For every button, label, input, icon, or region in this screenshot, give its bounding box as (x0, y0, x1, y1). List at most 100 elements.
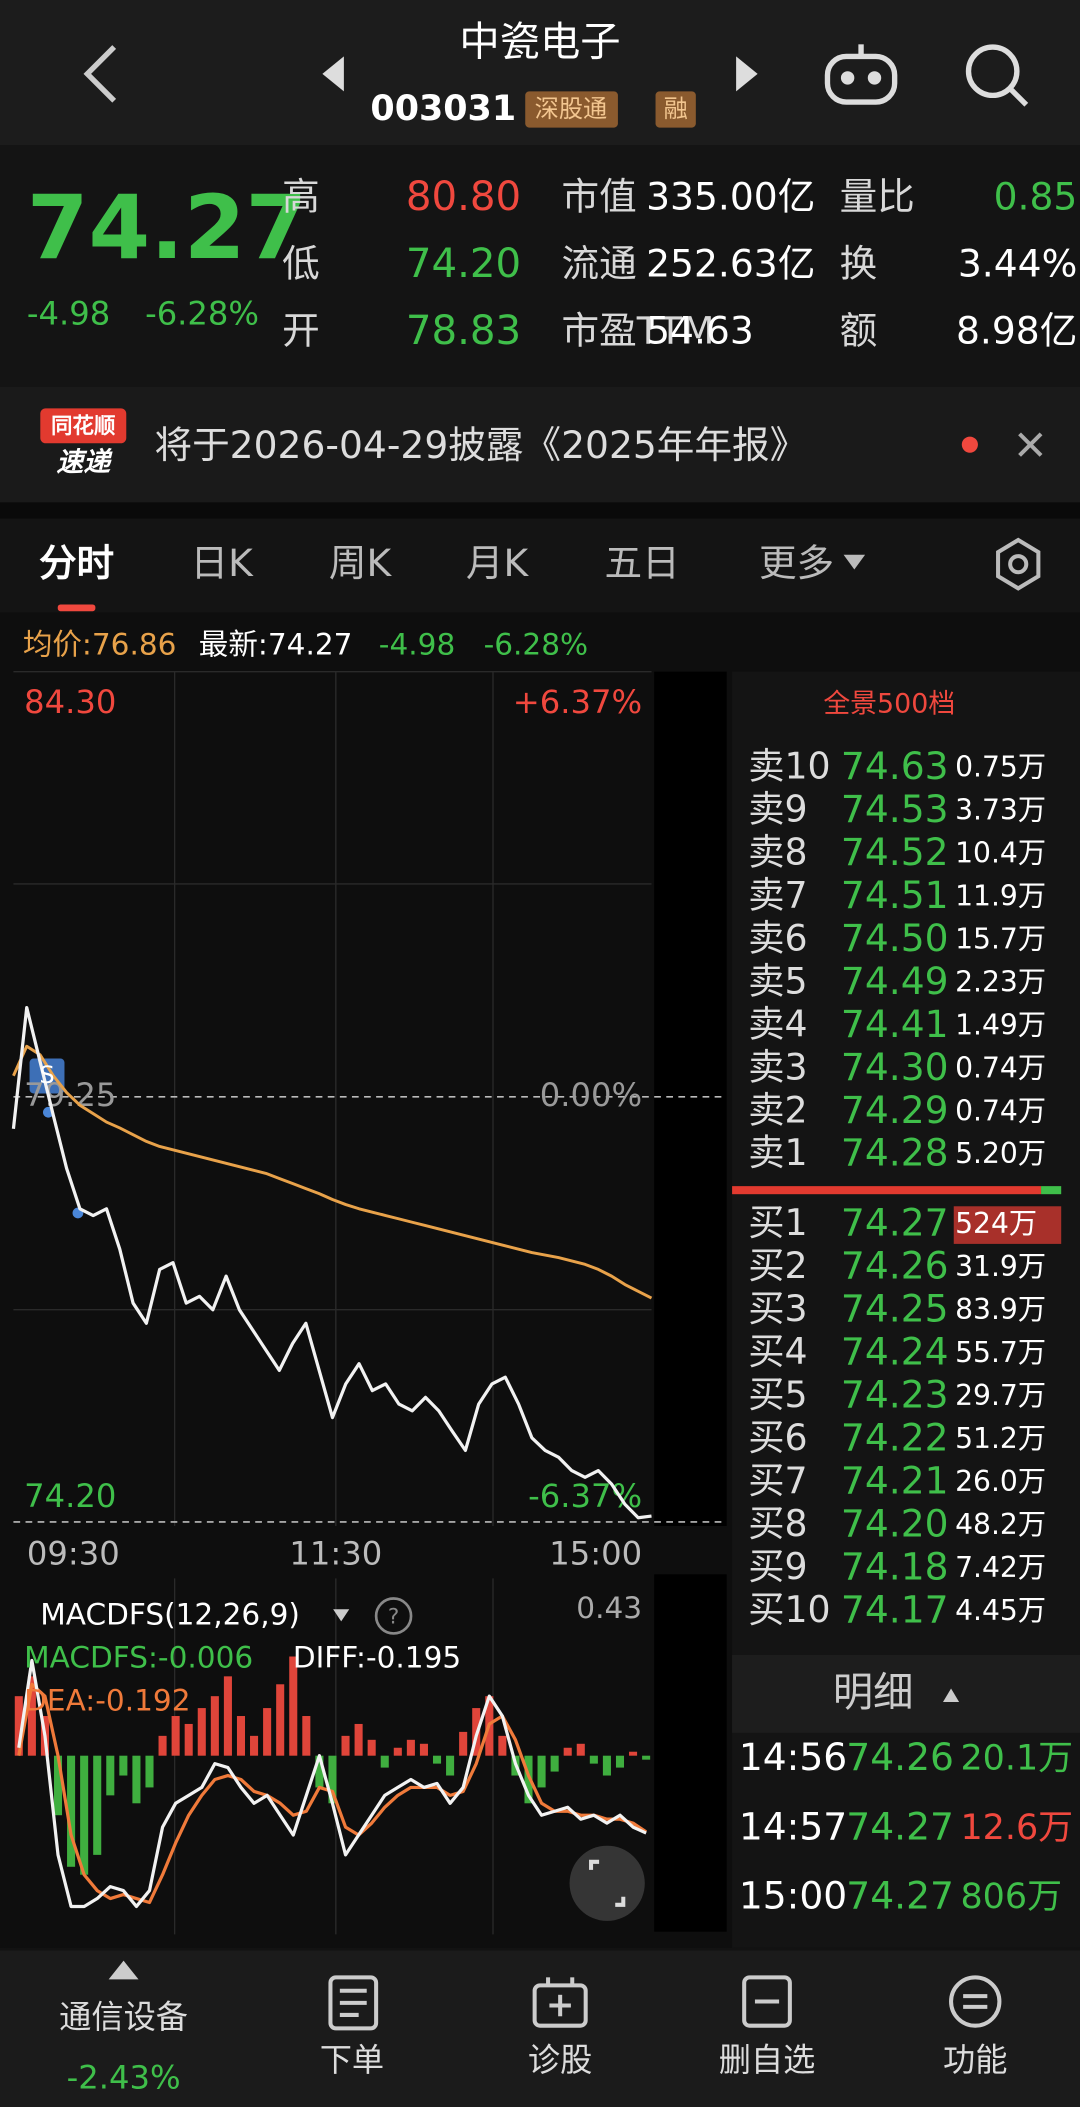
nav-item[interactable]: 下单 (320, 2041, 384, 2079)
more-caret (843, 554, 866, 570)
bid-price: 74.26 (841, 1244, 949, 1288)
ask-level: 卖7 (748, 873, 807, 916)
divider (0, 502, 1080, 519)
bid-volume: 31.9万 (955, 1250, 1046, 1283)
volume-highlight (953, 1206, 1062, 1244)
macd-bar (119, 1755, 128, 1776)
order-book-bg (732, 671, 1080, 1948)
unread-dot (961, 436, 978, 453)
pct-tick-label: +6.37% (513, 683, 642, 721)
tab[interactable]: 更多 (759, 541, 834, 585)
back-button[interactable] (83, 45, 117, 103)
nav-item[interactable]: 诊股 (528, 2041, 592, 2079)
details-caret (942, 1688, 960, 1702)
ask-volume: 15.7万 (955, 922, 1046, 955)
bid-volume: 83.9万 (955, 1293, 1046, 1326)
macdfs-value: MACDFS:-0.006 (24, 1640, 253, 1674)
expand-button[interactable] (569, 1845, 645, 1921)
macd-bar (315, 1755, 324, 1788)
macd-bar (236, 1716, 246, 1756)
macd-bar (80, 1755, 89, 1875)
macd-bar (53, 1755, 63, 1816)
prev-stock[interactable] (322, 56, 344, 92)
avg-line (12, 1044, 653, 1300)
news-bg (0, 386, 1080, 503)
macd-bar (27, 1676, 36, 1756)
details-title[interactable]: 明细 (833, 1669, 914, 1716)
nav-item[interactable]: 功能 (943, 2041, 1007, 2079)
macd-bar (629, 1751, 638, 1756)
ask-volume: 0.74万 (955, 1051, 1046, 1084)
bid-volume: 29.7万 (955, 1379, 1046, 1412)
tab[interactable]: 五日 (604, 541, 679, 585)
help-icon[interactable] (374, 1597, 413, 1635)
dea-value: DEA:-0.192 (24, 1683, 190, 1717)
macd-bar (276, 1684, 285, 1756)
macd-bar (602, 1755, 611, 1776)
macd-top-label: 0.43 (576, 1591, 642, 1625)
bid-price: 74.17 (841, 1587, 949, 1631)
tab[interactable]: 分时 (39, 541, 114, 585)
tag-bg (525, 91, 618, 128)
bid-volume: 7.42万 (955, 1551, 1046, 1584)
stat-value: 3.44% (958, 241, 1077, 285)
bid-price: 74.24 (841, 1330, 949, 1374)
tab[interactable]: 日K (191, 541, 255, 585)
stat-label: 市值 (561, 174, 636, 218)
macd-bar (642, 1755, 651, 1760)
y-tick-label: 84.30 (24, 683, 116, 721)
ask-volume: 0.74万 (955, 1094, 1046, 1127)
macd-bar (459, 1731, 468, 1756)
ask-price: 74.29 (841, 1088, 949, 1132)
bid-price: 74.25 (841, 1287, 949, 1331)
robot-icon[interactable] (824, 44, 898, 105)
bid-level: 买9 (748, 1545, 807, 1588)
bid-level: 买4 (748, 1330, 807, 1373)
tab[interactable]: 月K (466, 541, 530, 585)
trade-time: 14:56 (739, 1735, 847, 1779)
macd-bar (197, 1708, 206, 1756)
search-icon[interactable] (965, 44, 1029, 107)
ask-level: 卖9 (748, 787, 807, 830)
stat-label: 换 (840, 241, 878, 285)
macd-bar (341, 1735, 350, 1756)
macd-bar (250, 1735, 259, 1756)
volume-strip (654, 671, 727, 1526)
signal-marker[interactable] (29, 1058, 65, 1094)
order-book-title[interactable]: 全景500档 (823, 689, 955, 720)
settings-icon[interactable] (996, 537, 1041, 591)
news-badge-top: 同花顺 (51, 413, 116, 439)
tab[interactable]: 周K (329, 541, 393, 585)
details-header-bg (732, 1654, 1080, 1733)
bid-volume: 51.2万 (955, 1422, 1046, 1455)
diff-line (17, 1658, 647, 1909)
ask-level: 卖1 (748, 1131, 807, 1174)
tag-bg (655, 91, 696, 128)
news-text[interactable]: 将于2026-04-29披露《2025年年报》 (154, 423, 807, 467)
change-pct: -6.28% (145, 295, 259, 333)
macd-bar (367, 1739, 376, 1756)
sector-change: -2.43% (67, 2058, 181, 2096)
bid-level: 买1 (748, 1201, 807, 1244)
ask-price: 74.52 (841, 830, 949, 874)
macd-bar (223, 1676, 232, 1756)
close-news[interactable] (1018, 432, 1043, 457)
stat-label: 开 (282, 309, 320, 353)
nav-item[interactable]: 删自选 (719, 2041, 816, 2079)
macd-title[interactable]: MACDFS(12,26,9) (40, 1597, 300, 1631)
macd-bar (263, 1708, 272, 1756)
volume-strip-lower (654, 1574, 727, 1932)
ask-volume: 11.9万 (955, 879, 1046, 912)
stat-value: 80.80 (406, 173, 521, 220)
sector-name[interactable]: 通信设备 (59, 1998, 188, 2036)
next-stock[interactable] (736, 56, 758, 92)
macd-bar (393, 1747, 402, 1756)
stat-value: 74.20 (406, 240, 521, 287)
ask-price: 74.30 (841, 1045, 949, 1089)
latest-price: 最新:74.27 (199, 628, 353, 662)
stat-value: 8.98亿 (956, 309, 1077, 353)
bid-level: 买2 (748, 1244, 807, 1287)
ask-volume: 0.75万 (955, 750, 1046, 783)
